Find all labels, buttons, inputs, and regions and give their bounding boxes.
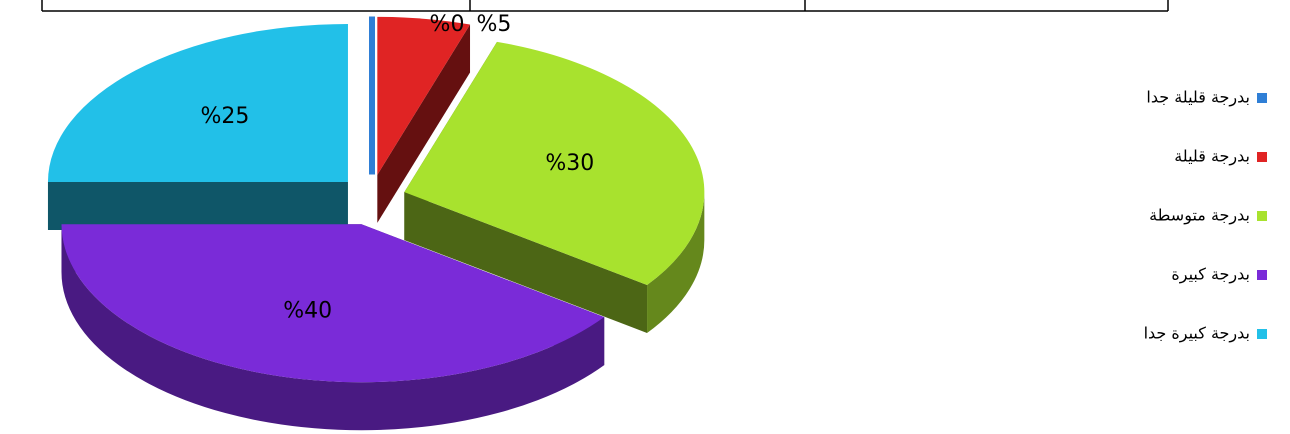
- slice: [377, 16, 471, 175]
- data-label: %5: [476, 12, 511, 37]
- data-label: %25: [200, 104, 249, 129]
- slice-side: [647, 192, 705, 333]
- labels: %0 %5 %30 %40 %25 بدرجة قليلة جدا بدرجة قليلة ب…: [200, 12, 1267, 344]
- slice-side: [61, 224, 605, 431]
- legend-swatch: [1257, 270, 1267, 280]
- legend-label: بدرجة قليلة جدا: [1146, 88, 1250, 108]
- slice: [61, 224, 605, 383]
- legend-label: بدرجة قليلة: [1174, 147, 1250, 167]
- slice-wall: [404, 192, 648, 333]
- slice-wall: [47, 181, 348, 230]
- legend-swatch: [1257, 152, 1267, 162]
- slice: [47, 23, 348, 182]
- legend-label: بدرجة كبيرة جدا: [1144, 324, 1250, 344]
- data-label: %30: [545, 151, 594, 176]
- slice-wall: [377, 24, 471, 223]
- legend-swatch: [1257, 329, 1267, 339]
- legend-swatch: [1257, 93, 1267, 103]
- data-label: %0: [430, 12, 465, 37]
- legend-label: بدرجة كبيرة: [1171, 265, 1250, 285]
- legend-swatch: [1257, 211, 1267, 221]
- data-label: %40: [283, 298, 332, 323]
- legend-label: بدرجة متوسطة: [1149, 206, 1250, 226]
- pie-tops: [47, 16, 705, 383]
- table-border: [41, 0, 1169, 12]
- slice: [404, 41, 705, 285]
